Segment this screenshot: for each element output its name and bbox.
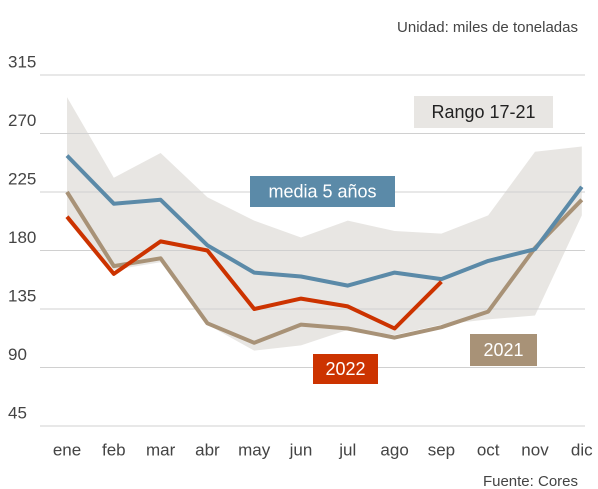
x-tick-label: may <box>238 440 271 459</box>
range-label: Rango 17-21 <box>431 102 535 122</box>
series-label-box <box>470 334 537 366</box>
series-label: 2021 <box>483 340 523 360</box>
source: Fuente: Cores <box>483 473 578 489</box>
x-tick-label: jun <box>289 440 313 459</box>
x-tick-label: feb <box>102 440 126 459</box>
x-tick-label: nov <box>521 440 549 459</box>
series-label-box <box>313 354 378 384</box>
x-tick-label: dic <box>571 440 593 459</box>
subtitle: Unidad: miles de toneladas <box>397 19 578 36</box>
y-tick-label: 270 <box>8 111 36 130</box>
x-tick-label: ago <box>380 440 408 459</box>
y-tick-label: 225 <box>8 169 36 188</box>
y-tick-label: 315 <box>8 52 36 71</box>
series-label: media 5 años <box>268 181 376 201</box>
y-tick-label: 45 <box>8 403 27 422</box>
range-band <box>67 97 582 351</box>
x-tick-label: jul <box>338 440 356 459</box>
range-label-box <box>414 96 553 128</box>
series-label: 2022 <box>325 359 365 379</box>
line-series <box>65 154 584 288</box>
y-tick-label: 180 <box>8 228 36 247</box>
y-tick-label: 90 <box>8 345 27 364</box>
x-tick-label: ene <box>53 440 81 459</box>
x-tick-label: oct <box>477 440 500 459</box>
line-series <box>65 190 584 345</box>
line-series <box>65 215 443 331</box>
series-label-box <box>250 176 395 207</box>
x-tick-label: mar <box>146 440 176 459</box>
y-tick-label: 135 <box>8 286 36 305</box>
x-tick-label: abr <box>195 440 220 459</box>
x-tick-label: sep <box>428 440 455 459</box>
